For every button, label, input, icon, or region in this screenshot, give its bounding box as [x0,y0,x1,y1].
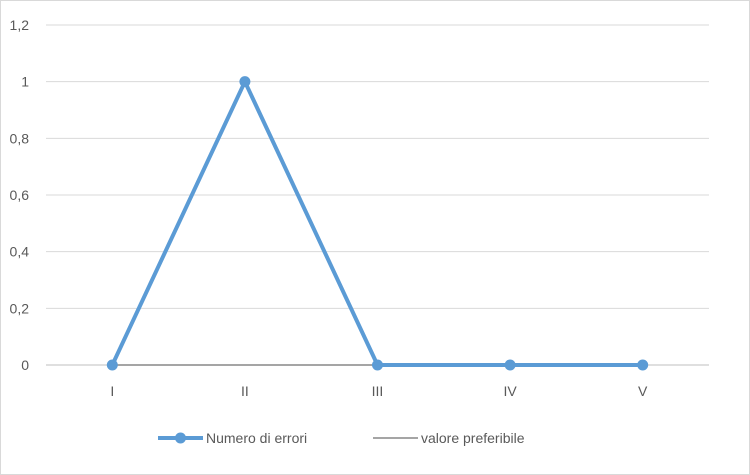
y-tick-label: 0,2 [10,300,30,316]
data-point [504,359,516,371]
y-tick-label: 0,8 [10,130,30,146]
x-tick-label: I [110,383,114,399]
y-tick-label: 1 [21,74,29,90]
data-point [106,359,118,371]
y-tick-label: 0,4 [10,244,30,260]
x-tick-label: III [372,383,384,399]
y-tick-label: 1,2 [10,17,30,33]
series-line-0 [110,79,643,367]
legend-label: Numero di errori [206,430,307,446]
series-group [106,76,649,371]
gridlines [46,24,709,309]
x-axis-tick-labels: I II III IV V [110,383,648,399]
data-point [637,359,649,371]
x-tick-label: IV [503,383,517,399]
y-tick-label: 0 [21,357,29,373]
legend-swatch-marker [175,432,186,444]
legend: Numero di errori valore preferibile [158,430,525,446]
x-tick-label: II [241,383,249,399]
y-axis-tick-labels: 0 0,2 0,4 0,6 0,8 1 1,2 [10,17,30,373]
legend-label: valore preferibile [421,430,525,446]
x-tick-label: V [638,383,648,399]
data-point [372,359,383,371]
data-point [239,76,251,88]
y-tick-label: 0,6 [10,187,30,203]
